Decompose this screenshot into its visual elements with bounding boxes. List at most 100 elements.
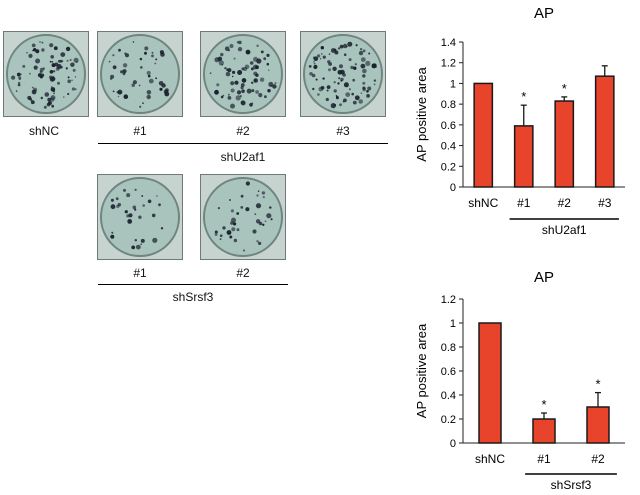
colony <box>347 41 353 47</box>
y-tick-label: 0 <box>450 438 456 450</box>
y-tick-label: 0.8 <box>441 342 456 354</box>
colony <box>340 69 345 75</box>
group-label: shU2af1 <box>542 223 587 237</box>
y-tick-label: 0.2 <box>441 414 456 426</box>
colony <box>231 217 236 223</box>
colony <box>236 212 240 215</box>
colony <box>328 53 331 55</box>
colony <box>35 58 41 64</box>
colony <box>47 97 52 102</box>
colony <box>249 61 254 65</box>
colony <box>158 203 161 207</box>
colony <box>71 79 73 82</box>
colony <box>28 53 33 58</box>
colony <box>214 230 218 234</box>
colony <box>366 90 369 93</box>
colony <box>144 51 147 55</box>
colony <box>120 70 124 74</box>
colony <box>311 73 316 78</box>
plate-image-shu2af1-2 <box>200 31 286 117</box>
colony <box>132 41 135 43</box>
chart-title: AP <box>534 269 554 286</box>
plate-image-shnc <box>3 31 89 117</box>
colony <box>252 229 257 234</box>
colony <box>373 83 376 86</box>
bar <box>478 322 502 444</box>
y-tick-label: 0 <box>450 182 456 194</box>
colony <box>71 87 75 91</box>
colony <box>69 59 72 61</box>
colony <box>118 48 121 52</box>
colony <box>117 95 120 98</box>
colony <box>326 85 331 89</box>
plate-image-shu2af1-1 <box>97 31 183 117</box>
colony <box>242 249 246 252</box>
y-axis-label: AP positive area <box>414 323 429 418</box>
colony <box>124 210 128 214</box>
colony <box>354 95 360 101</box>
colony <box>257 190 260 192</box>
colony <box>255 203 262 209</box>
colony <box>155 77 157 80</box>
colony <box>146 90 152 95</box>
colony <box>343 82 349 88</box>
group-label-shu2af1: shU2af1 <box>220 150 266 164</box>
colony <box>253 56 258 62</box>
colony <box>214 57 220 63</box>
colony <box>339 44 344 49</box>
colony <box>233 238 238 243</box>
colony <box>267 89 271 93</box>
colony <box>251 81 254 84</box>
colony <box>351 92 354 96</box>
colony <box>141 195 144 197</box>
colony <box>316 54 321 58</box>
colony <box>359 48 363 51</box>
y-tick-label: 1.2 <box>441 294 456 306</box>
colony <box>241 78 247 83</box>
colony <box>44 92 50 97</box>
colony <box>234 80 239 85</box>
colony <box>236 41 240 44</box>
colony <box>140 66 143 69</box>
colony <box>73 57 79 63</box>
colony <box>251 102 254 105</box>
colony <box>262 223 265 226</box>
colony <box>72 68 76 72</box>
group-label-shsrsf3: shSrsf3 <box>172 290 214 304</box>
group-line-shu2af1 <box>98 143 388 144</box>
chart-title: AP <box>534 5 554 22</box>
colony <box>236 90 242 95</box>
colony <box>245 49 251 55</box>
colony <box>338 77 341 80</box>
y-tick-label: 1 <box>450 78 456 90</box>
colony <box>52 70 56 73</box>
colony <box>53 92 55 95</box>
colony <box>255 90 259 94</box>
colony <box>366 94 370 98</box>
colony <box>214 89 219 95</box>
colony <box>37 73 43 78</box>
colony <box>322 55 326 59</box>
colony <box>348 88 351 91</box>
colony <box>244 64 250 70</box>
colony <box>226 230 232 235</box>
colony <box>41 48 45 52</box>
colony <box>224 46 230 51</box>
colony <box>222 94 225 97</box>
colony <box>111 231 114 234</box>
x-tick-label: #3 <box>598 196 612 210</box>
colony <box>229 199 231 201</box>
colony <box>233 222 237 226</box>
y-tick-label: 1.4 <box>441 37 456 49</box>
colony <box>146 70 151 76</box>
colony <box>352 78 356 82</box>
colony <box>256 194 259 197</box>
y-tick-label: 0.2 <box>441 161 456 173</box>
colony <box>254 213 257 215</box>
colony <box>340 80 343 82</box>
colony <box>144 46 149 51</box>
significance-star: * <box>595 377 600 392</box>
colony <box>256 240 259 243</box>
